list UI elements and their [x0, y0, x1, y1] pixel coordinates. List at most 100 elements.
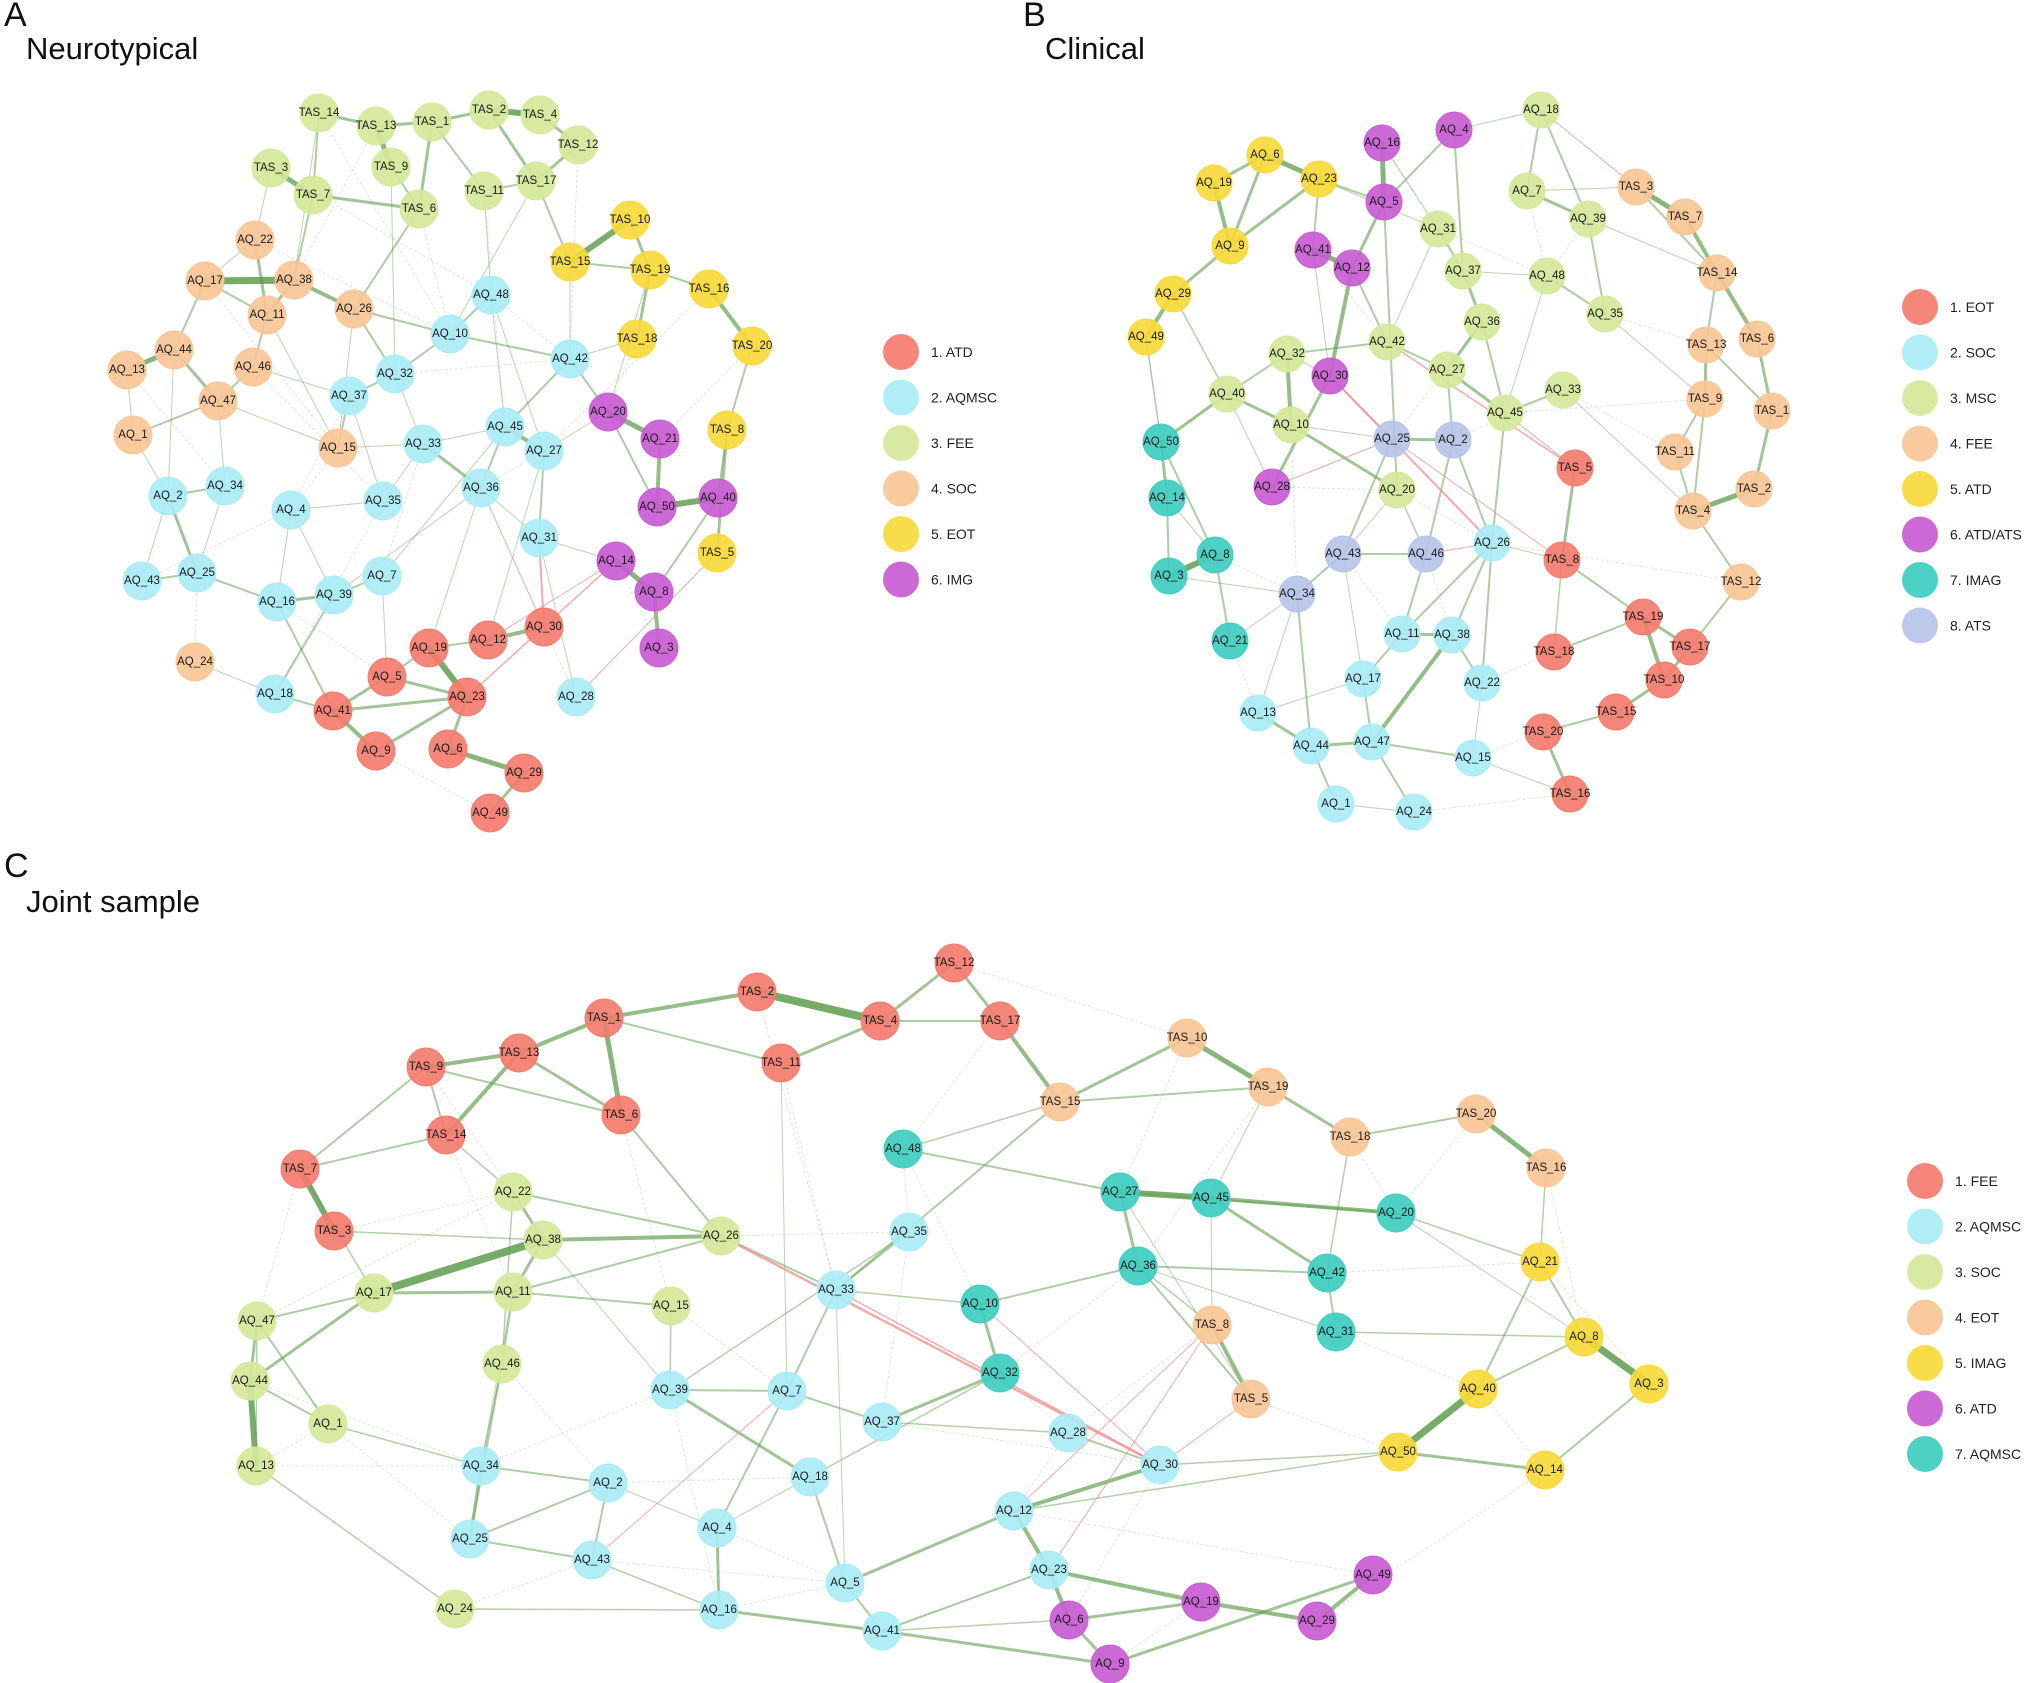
node-circle [274, 260, 314, 300]
network-node: AQ_9 [1090, 1644, 1130, 1683]
network-node: AQ_3 [639, 628, 679, 668]
edge-positive [716, 1390, 788, 1529]
network-node: AQ_44 [154, 330, 194, 370]
network-node: AQ_31 [1316, 1312, 1356, 1352]
node-circle [1333, 249, 1371, 287]
legend-item: 4. EOT [1907, 1299, 2000, 1336]
node-circle [1278, 575, 1316, 613]
network-node: AQ_1 [1317, 785, 1355, 823]
network-node: TAS_2 [1735, 470, 1773, 508]
edge-weak [249, 1380, 482, 1467]
edge-positive [1210, 1197, 1213, 1326]
legend-swatch [1907, 1436, 1943, 1472]
node-circle [689, 269, 729, 309]
node-label: AQ_29 [1155, 288, 1191, 300]
edge-negative [591, 1390, 788, 1561]
node-label: AQ_38 [1434, 629, 1470, 641]
network-node: TAS_20 [1456, 1094, 1496, 1134]
node-label: TAS_3 [254, 162, 288, 174]
node-circle [634, 572, 674, 612]
node-circle [485, 407, 525, 447]
network-node: TAS_4 [1674, 492, 1712, 530]
node-circle [737, 972, 777, 1012]
node-circle [698, 478, 738, 518]
edge-positive [390, 166, 396, 375]
node-label: AQ_5 [372, 671, 401, 683]
network-node: TAS_5 [1231, 1379, 1271, 1419]
node-label: AQ_27 [1102, 1186, 1138, 1198]
node-label: TAS_4 [1676, 505, 1711, 517]
legend-item: 6. ATD/ATS [1902, 516, 2022, 553]
legend-swatch [883, 425, 919, 461]
node-label: TAS_19 [630, 264, 671, 276]
edge-weak [1137, 1086, 1269, 1267]
edge-positive [425, 1066, 622, 1116]
node-circle [1100, 1172, 1140, 1212]
node-label: TAS_10 [1644, 674, 1685, 686]
edge-positive [276, 601, 334, 712]
edge-positive [1477, 1261, 1541, 1390]
panel-letter-b: B [1023, 0, 1046, 34]
edge-weak [720, 1231, 910, 1237]
edge-positive [1228, 177, 1321, 248]
node-label: AQ_5 [1369, 196, 1398, 208]
node-circle [314, 1211, 354, 1251]
edge-weak [1119, 1037, 1188, 1193]
node-label: AQ_4 [1439, 124, 1469, 136]
edge-positive [541, 1234, 723, 1242]
network-node: TAS_19 [1623, 598, 1663, 636]
edge-weak [290, 395, 350, 511]
node-label: AQ_21 [1522, 1256, 1558, 1268]
network-node: AQ_36 [461, 468, 501, 508]
node-label: AQ_28 [1050, 1427, 1086, 1439]
network-node: AQ_6 [428, 729, 468, 769]
edge-positive [449, 180, 537, 335]
network-node: AQ_22 [1463, 664, 1501, 702]
node-circle [550, 339, 590, 379]
edge-weak [902, 1148, 981, 1305]
network-node: AQ_43 [122, 561, 162, 601]
node-label: AQ_12 [1334, 262, 1370, 274]
node-circle [175, 642, 215, 682]
edge-positive [512, 1291, 672, 1307]
node-label: AQ_10 [1273, 419, 1309, 431]
network-node: AQ_18 [790, 1457, 830, 1497]
node-circle [329, 376, 369, 416]
node-label: TAS_5 [700, 547, 734, 559]
edge-positive [1396, 1450, 1547, 1472]
node-label: AQ_45 [1193, 1192, 1229, 1204]
network-node: AQ_30 [1140, 1445, 1180, 1485]
node-label: AQ_34 [463, 1460, 499, 1472]
panel-title-clinical: Clinical [1045, 31, 1145, 66]
network-node: AQ_13 [107, 350, 147, 390]
node-label: AQ_43 [124, 575, 160, 587]
edge-weak [1013, 1510, 1374, 1576]
legend-label: 5. ATD [1950, 481, 1992, 497]
network-node: AQ_14 [1148, 479, 1186, 517]
node-label: TAS_7 [1668, 211, 1702, 223]
legend-label: 2. AQMSC [931, 390, 997, 406]
panel-letter-a: A [4, 0, 27, 34]
network-node: AQ_33 [816, 1270, 856, 1310]
edge-positive [1425, 439, 1454, 555]
network-node: AQ_46 [233, 347, 273, 387]
network-node: AQ_26 [334, 289, 374, 329]
legend-label: 7. AQMSC [1955, 1446, 2021, 1462]
node-circle [1029, 1550, 1069, 1590]
node-circle [1376, 1193, 1416, 1233]
legend-item: 1. FEE [1907, 1163, 1998, 1199]
node-label: AQ_20 [1378, 1207, 1414, 1219]
network-node: AQ_28 [1253, 468, 1291, 506]
node-circle [1454, 739, 1492, 777]
network-node: AQ_1 [113, 415, 153, 455]
node-label: AQ_15 [653, 1300, 689, 1312]
node-label: AQ_45 [1487, 407, 1523, 419]
node-label: AQ_2 [593, 1477, 622, 1489]
node-label: TAS_4 [863, 1015, 898, 1027]
node-circle [469, 90, 509, 130]
legend-item: 4. SOC [883, 470, 977, 507]
network-node: AQ_16 [1363, 124, 1401, 162]
network-node: AQ_11 [247, 295, 287, 335]
node-label: AQ_9 [1095, 1658, 1124, 1670]
node-circle [493, 1272, 533, 1312]
